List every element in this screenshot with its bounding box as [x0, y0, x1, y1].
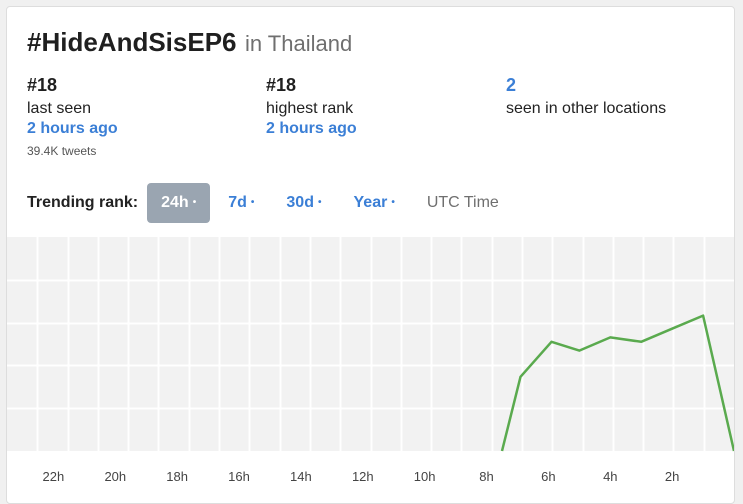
last-seen-time[interactable]: 2 hours ago — [27, 120, 118, 137]
x-tick-label: 10h — [414, 469, 436, 484]
range-year-label: Year — [353, 194, 388, 212]
highest-rank-label: highest rank — [266, 100, 354, 117]
x-tick-label: 22h — [43, 469, 65, 484]
x-tick-label: 16h — [228, 469, 250, 484]
trend-chart[interactable]: 22h 20h 18h 16h 14h 12h 10h 8h 6h 4h 2h — [7, 237, 734, 501]
location-label: in Thailand — [244, 31, 353, 56]
x-tick-label: 12h — [352, 469, 374, 484]
title-row: #HideAndSisEP6 in Thailand — [27, 27, 352, 58]
range-24h-label: 24h — [161, 194, 189, 212]
range-24h-button[interactable]: 24h • — [147, 183, 211, 223]
last-seen-label: last seen — [27, 100, 92, 117]
rank-series-line — [500, 314, 734, 452]
x-tick-label: 6h — [541, 469, 555, 484]
stat-other-locations: 2 seen in other locations — [506, 75, 666, 118]
trending-rank-label: Trending rank: — [27, 194, 139, 211]
stat-highest-rank: #18 highest rank 2 hours ago — [266, 75, 357, 138]
trend-card: #HideAndSisEP6 in Thailand #18 last seen… — [6, 6, 735, 504]
x-tick-label: 14h — [290, 469, 312, 484]
range-year-button[interactable]: Year • — [340, 183, 409, 223]
range-dot-icon: • — [250, 197, 255, 208]
highest-rank-time[interactable]: 2 hours ago — [266, 120, 357, 137]
x-tick-label: 2h — [665, 469, 679, 484]
hashtag-title[interactable]: #HideAndSisEP6 — [27, 27, 237, 57]
range-7d-button[interactable]: 7d • — [214, 183, 268, 223]
x-tick-label: 8h — [479, 469, 493, 484]
other-locations-count[interactable]: 2 — [506, 75, 517, 95]
chart-series — [500, 314, 734, 452]
range-30d-label: 30d — [286, 194, 314, 212]
other-locations-label: seen in other locations — [506, 100, 667, 117]
range-dot-icon: • — [317, 197, 322, 208]
chart-grid — [7, 237, 734, 451]
trending-rank-controls: Trending rank: 24h • 7d • 30d • Year • UTC T… — [27, 183, 513, 223]
range-dot-icon: • — [192, 197, 197, 208]
x-tick-label: 20h — [104, 469, 126, 484]
range-7d-label: 7d — [228, 194, 247, 212]
stat-last-seen: #18 last seen 2 hours ago 39.4K tweets — [27, 75, 118, 158]
x-tick-label: 4h — [603, 469, 617, 484]
highest-rank-value: #18 — [266, 75, 297, 95]
range-dot-icon: • — [391, 197, 395, 208]
range-30d-button[interactable]: 30d • — [272, 183, 335, 223]
utc-time-toggle[interactable]: UTC Time — [426, 194, 499, 211]
chart-x-axis: 22h 20h 18h 16h 14h 12h 10h 8h 6h 4h 2h — [43, 469, 680, 484]
tweet-count: 39.4K tweets — [27, 144, 97, 158]
x-tick-label: 18h — [166, 469, 188, 484]
last-seen-rank: #18 — [27, 75, 58, 95]
